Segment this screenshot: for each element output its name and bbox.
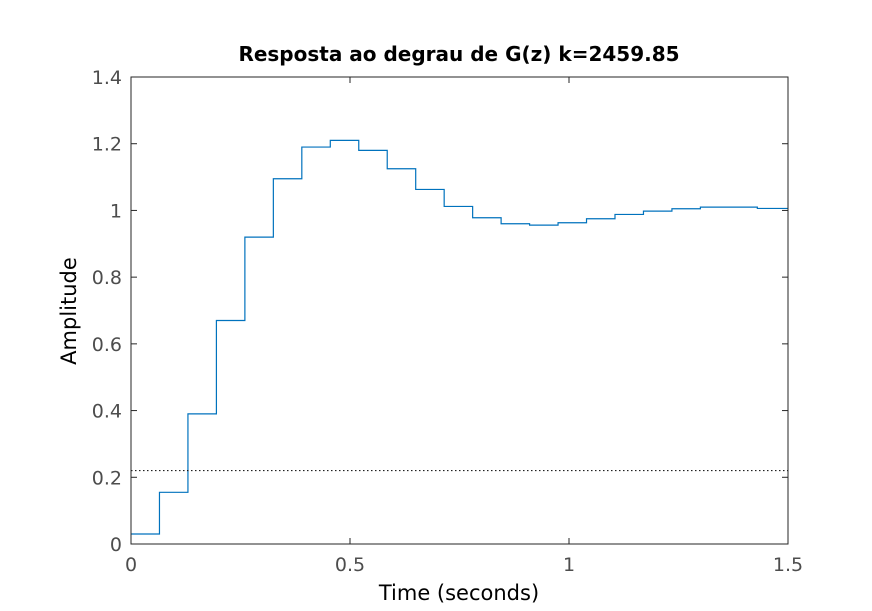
x-tick-label: 0 xyxy=(125,554,137,576)
series-layer xyxy=(131,139,788,535)
step-response-line xyxy=(131,139,788,535)
y-axis-label: Amplitude xyxy=(57,257,81,365)
x-tick-label: 1.5 xyxy=(773,554,803,576)
plot-area xyxy=(131,77,788,544)
x-tick-label: 0.5 xyxy=(335,554,365,576)
y-tick-label: 1.4 xyxy=(92,67,122,89)
y-tick-label: 0.2 xyxy=(92,467,122,489)
y-tick-label: 1 xyxy=(110,200,122,222)
y-ticks: 0 0.2 0.4 0.6 0.8 1 1.2 1.4 xyxy=(92,67,788,556)
y-tick-label: 1.2 xyxy=(92,134,122,156)
x-ticks: 0 0.5 1 1.5 xyxy=(125,77,803,576)
x-tick-label: 1 xyxy=(563,554,575,576)
y-tick-label: 0 xyxy=(110,534,122,556)
y-tick-label: 0.4 xyxy=(92,401,122,423)
chart-title: Resposta ao degrau de G(z) k=2459.85 xyxy=(238,42,679,66)
y-tick-label: 0.6 xyxy=(92,334,122,356)
y-tick-label: 0.8 xyxy=(92,267,122,289)
x-axis-label: Time (seconds) xyxy=(378,581,539,605)
plot-frame xyxy=(130,76,789,545)
